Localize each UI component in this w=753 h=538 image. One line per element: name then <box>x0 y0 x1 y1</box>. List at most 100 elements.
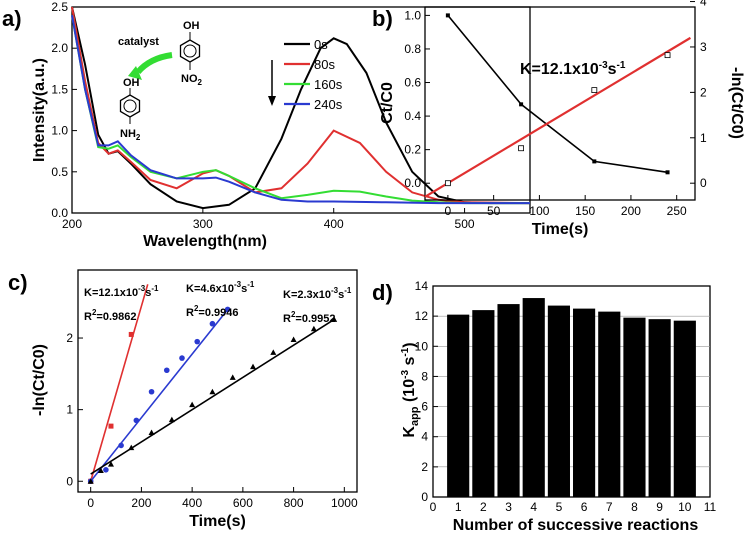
panel-d-label: d) <box>372 280 393 305</box>
panel-d-ytick-label: 6 <box>421 400 428 414</box>
panel-a-legend-label: 80s <box>314 57 335 72</box>
panel-a-arrow-head <box>268 96 276 106</box>
panel-c-xtick-label: 600 <box>233 496 253 510</box>
panel-c-k-text: K=12.1x10 <box>84 287 138 299</box>
panel-c-ytick-label: 0 <box>66 474 73 488</box>
panel-c-point-black <box>270 349 277 355</box>
panel-d-xtick-label: 6 <box>581 500 588 514</box>
panel-d-ytick-label: 8 <box>421 369 428 383</box>
panel-d-xtick-label: 9 <box>656 500 663 514</box>
panel-a-legend-label: 0s <box>314 37 328 52</box>
panel-d-bar <box>547 305 570 497</box>
panel-c-point-blue <box>103 467 109 473</box>
panel-b-ln-point <box>518 145 525 152</box>
panel-d-ylabel-paren: (10 <box>401 379 418 407</box>
panel-c-k-annotation: K=12.1x10-3s-1 <box>84 284 159 299</box>
panel-c-k-unit-exp: -1 <box>151 284 159 293</box>
panel-b-k-exp: -3 <box>599 60 608 71</box>
panel-c-fit-black <box>90 318 335 475</box>
panel-c-point-blue <box>133 417 140 424</box>
panel-d-bar <box>573 308 596 497</box>
panel-b-xtick-label: 150 <box>575 204 595 218</box>
panel-c-xlabel: Time(s) <box>189 513 246 530</box>
panel-c-xtick-label: 0 <box>87 496 94 510</box>
panel-c-point-black <box>148 429 155 436</box>
panel-d-ylabel-exp: -3 <box>400 370 411 379</box>
panel-c-point-black <box>310 325 317 332</box>
panel-a-series-160s <box>71 15 530 205</box>
panel-c-point-red <box>128 331 134 337</box>
panel-d-bar <box>673 320 696 497</box>
panel-d-bar <box>598 311 621 497</box>
amino-group-text: NH <box>120 128 136 140</box>
panel-c-k-unit-exp: -1 <box>247 280 255 289</box>
amino-group-label: NH2 <box>120 128 141 142</box>
catalyst-arrow <box>135 52 173 75</box>
panel-d-xtick-label: 7 <box>606 500 613 514</box>
panel-c-ytick-label: 2 <box>66 331 73 345</box>
panel-b-ytick-left-label: 0.4 <box>404 109 421 123</box>
panel-d-bar <box>623 317 646 497</box>
panel-c-point-blue <box>148 388 155 395</box>
panel-d-xtick-label: 2 <box>480 500 487 514</box>
panel-c-k-text: K=2.3x10 <box>283 289 331 301</box>
panel-c-point-blue <box>163 367 170 374</box>
panel-a-label: a) <box>2 6 22 31</box>
panel-c-point-black <box>331 316 338 322</box>
panel-d-bar <box>497 304 520 497</box>
panel-c-point-blue <box>118 442 124 449</box>
panel-c-point-black <box>209 388 216 395</box>
panel-d-ytick-label: 0 <box>421 490 428 504</box>
panel-b-k-unit-exp: -1 <box>617 60 626 71</box>
panel-a-legend-label: 160s <box>314 77 343 92</box>
panel-b-ytick-left-label: 0.8 <box>404 42 421 56</box>
panel-b-ytick-right-label: 4 <box>700 0 707 9</box>
panel-c-fit-red <box>89 284 149 482</box>
panel-c-r2-r: R <box>84 311 92 323</box>
panel-b-label: b) <box>372 6 393 31</box>
panel-a-ytick-label: 0.5 <box>51 165 68 179</box>
panel-a-xtick-label: 400 <box>324 217 344 231</box>
panel-c-label: c) <box>8 270 28 295</box>
panel-c-r2-value: 0.9862 <box>103 311 137 323</box>
panel-b-ytick-left-label: 0.6 <box>404 76 421 90</box>
panel-b-xtick-label: 50 <box>487 204 501 218</box>
panel-c-k-exp: -3 <box>138 284 146 293</box>
panel-d-bar <box>522 298 545 497</box>
panel-d-xtick-label: 5 <box>556 500 563 514</box>
panel-d-xtick-label: 3 <box>505 500 512 514</box>
panel-d-ylabel-exp2: -1 <box>400 347 411 356</box>
nitro-group-subscript: 2 <box>198 78 203 87</box>
panel-d-ytick-label: 12 <box>415 309 429 323</box>
aminophenol-oh-label: OH <box>123 77 140 89</box>
panel-d-ylabel-s: s <box>401 357 418 370</box>
panel-c-k-unit: s <box>338 289 344 301</box>
panel-b-decay-line <box>447 14 668 174</box>
aminophenol-ring-inner <box>123 99 137 113</box>
panel-a-xtick-label: 300 <box>193 217 213 231</box>
panel-b-xtick-label: 0 <box>445 204 452 218</box>
panel-d-ylabel: Kapp (10-3 s-1) <box>400 342 421 437</box>
panel-c-r2-annotation: R2=0.9862 <box>84 308 137 323</box>
panel-b-k-text: K=12.1x10 <box>520 61 599 78</box>
panel-c-fit-blue <box>90 307 230 482</box>
panel-c-k-annotation: K=4.6x10-3s-1 <box>186 280 255 295</box>
panel-c-point-black <box>189 401 196 408</box>
panel-d-xtick-label: 11 <box>704 500 717 514</box>
panel-c-r2-eq: = <box>96 311 102 323</box>
panel-c-k-exp: -3 <box>234 280 242 289</box>
panel-b-ytick-right-label: 0 <box>700 176 707 190</box>
panel-c-point-blue <box>209 320 216 327</box>
panel-b-fit-line <box>424 36 691 198</box>
panel-b-xtick-label: 200 <box>621 204 641 218</box>
panel-c-xtick-label: 1000 <box>331 496 358 510</box>
nitrophenol-ring-inner <box>183 44 197 58</box>
panel-b-ln-point <box>444 180 451 187</box>
panel-c-r2-r: R <box>283 313 291 325</box>
panel-d-ylabel-close: ) <box>401 342 418 347</box>
panel-c-r2-sup: 2 <box>194 304 199 313</box>
amino-group-subscript: 2 <box>136 133 141 142</box>
panel-b-ylabel-right: -ln(Ct/C0) <box>728 67 745 139</box>
panel-b-ytick-right-label: 3 <box>700 40 707 54</box>
panel-c-point-black <box>168 416 175 423</box>
